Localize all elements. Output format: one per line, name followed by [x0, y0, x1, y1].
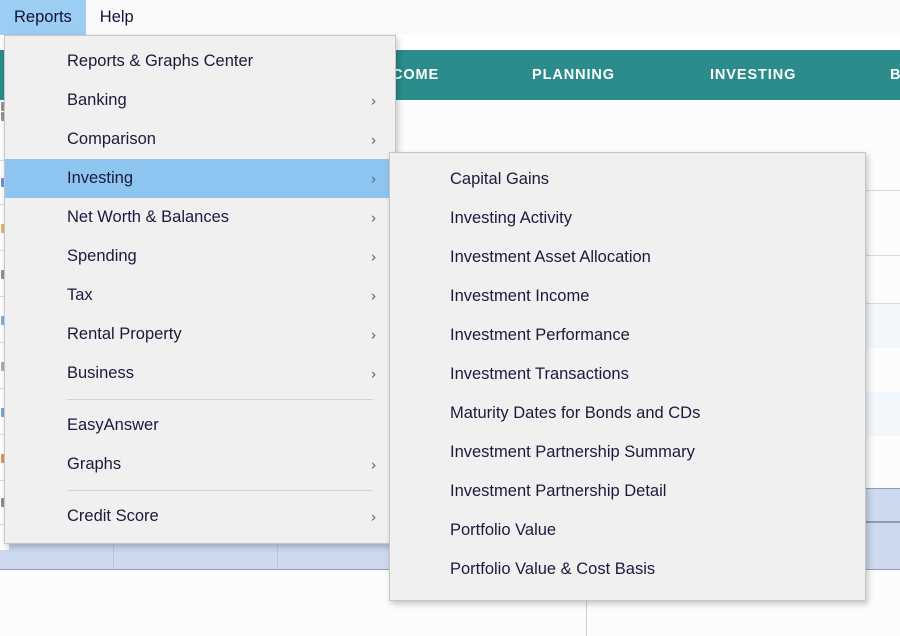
menu-item-maturity-dates-bonds-cds[interactable]: Maturity Dates for Bonds and CDs: [390, 394, 865, 433]
menu-item-investing-activity[interactable]: Investing Activity: [390, 199, 865, 238]
menu-item-investment-transactions[interactable]: Investment Transactions: [390, 355, 865, 394]
menu-item-label: Banking: [67, 91, 127, 109]
menu-item-label: Investment Performance: [450, 326, 630, 344]
chevron-right-icon: ›: [371, 326, 376, 343]
menu-item-label: Graphs: [67, 455, 122, 473]
menu-item-investment-income[interactable]: Investment Income: [390, 277, 865, 316]
menu-item-investment-performance[interactable]: Investment Performance: [390, 316, 865, 355]
menu-item-label: Reports & Graphs Center: [67, 52, 254, 70]
menu-item-spending[interactable]: Spending ›: [5, 237, 395, 276]
menu-item-business[interactable]: Business ›: [5, 354, 395, 393]
menu-item-investment-partnership-detail[interactable]: Investment Partnership Detail: [390, 472, 865, 511]
chevron-right-icon: ›: [371, 508, 376, 525]
menu-item-reports-graphs-center[interactable]: Reports & Graphs Center: [5, 42, 395, 81]
menu-item-label: Maturity Dates for Bonds and CDs: [450, 404, 701, 422]
menu-item-label: Investment Partnership Detail: [450, 482, 667, 500]
menu-item-investment-asset-allocation[interactable]: Investment Asset Allocation: [390, 238, 865, 277]
ribbon-tab-investing[interactable]: INVESTING: [710, 67, 797, 83]
menu-item-investing[interactable]: Investing ›: [5, 159, 395, 198]
menu-item-label: Credit Score: [67, 507, 159, 525]
menu-bar: Reports Help: [0, 0, 900, 35]
menu-item-label: Investment Partnership Summary: [450, 443, 695, 461]
menu-separator: [67, 399, 373, 400]
menu-item-easyanswer[interactable]: EasyAnswer: [5, 406, 395, 445]
menu-item-net-worth-balances[interactable]: Net Worth & Balances ›: [5, 198, 395, 237]
menu-item-label: Capital Gains: [450, 170, 550, 188]
menu-item-label: Portfolio Value: [450, 521, 557, 539]
menu-item-label: EasyAnswer: [67, 416, 159, 434]
menu-item-comparison[interactable]: Comparison ›: [5, 120, 395, 159]
menu-item-graphs[interactable]: Graphs ›: [5, 445, 395, 484]
menu-separator: [67, 490, 373, 491]
reports-dropdown-menu: Reports & Graphs Center Banking › Compar…: [4, 35, 396, 544]
menu-item-capital-gains[interactable]: Capital Gains: [390, 160, 865, 199]
menu-item-portfolio-value-cost-basis[interactable]: Portfolio Value & Cost Basis: [390, 550, 865, 589]
chevron-right-icon: ›: [371, 209, 376, 226]
menu-item-label: Tax: [67, 286, 93, 304]
menu-item-credit-score[interactable]: Credit Score ›: [5, 497, 395, 536]
chevron-right-icon: ›: [371, 456, 376, 473]
menu-item-label: Business: [67, 364, 134, 382]
menu-item-label: Investment Income: [450, 287, 590, 305]
menu-item-label: Spending: [67, 247, 137, 265]
menu-item-label: Net Worth & Balances: [67, 208, 230, 226]
menu-item-rental-property[interactable]: Rental Property ›: [5, 315, 395, 354]
chevron-right-icon: ›: [371, 248, 376, 265]
menubar-item-reports[interactable]: Reports: [0, 0, 86, 35]
menu-item-label: Investment Asset Allocation: [450, 248, 651, 266]
menu-item-investment-partnership-summary[interactable]: Investment Partnership Summary: [390, 433, 865, 472]
menu-item-label: Rental Property: [67, 325, 182, 343]
register-column-divider: [586, 594, 587, 636]
chevron-right-icon: ›: [371, 287, 376, 304]
ribbon-tab-bills[interactable]: B: [890, 67, 900, 83]
menu-item-portfolio-value[interactable]: Portfolio Value: [390, 511, 865, 550]
menu-item-label: Investment Transactions: [450, 365, 629, 383]
chevron-right-icon: ›: [371, 365, 376, 382]
chevron-right-icon: ›: [371, 170, 376, 187]
menu-item-banking[interactable]: Banking ›: [5, 81, 395, 120]
menu-item-label: Investing Activity: [450, 209, 572, 227]
menu-item-tax[interactable]: Tax ›: [5, 276, 395, 315]
ribbon-tab-income[interactable]: COME: [392, 67, 440, 83]
menu-item-label: Portfolio Value & Cost Basis: [450, 560, 656, 578]
investing-submenu: Capital Gains Investing Activity Investm…: [389, 152, 866, 601]
menu-item-label: Investing: [67, 169, 134, 187]
chevron-right-icon: ›: [371, 131, 376, 148]
menubar-item-help[interactable]: Help: [99, 8, 134, 26]
ribbon-tab-planning[interactable]: PLANNING: [532, 67, 615, 83]
chevron-right-icon: ›: [371, 92, 376, 109]
menu-item-label: Comparison: [67, 130, 156, 148]
